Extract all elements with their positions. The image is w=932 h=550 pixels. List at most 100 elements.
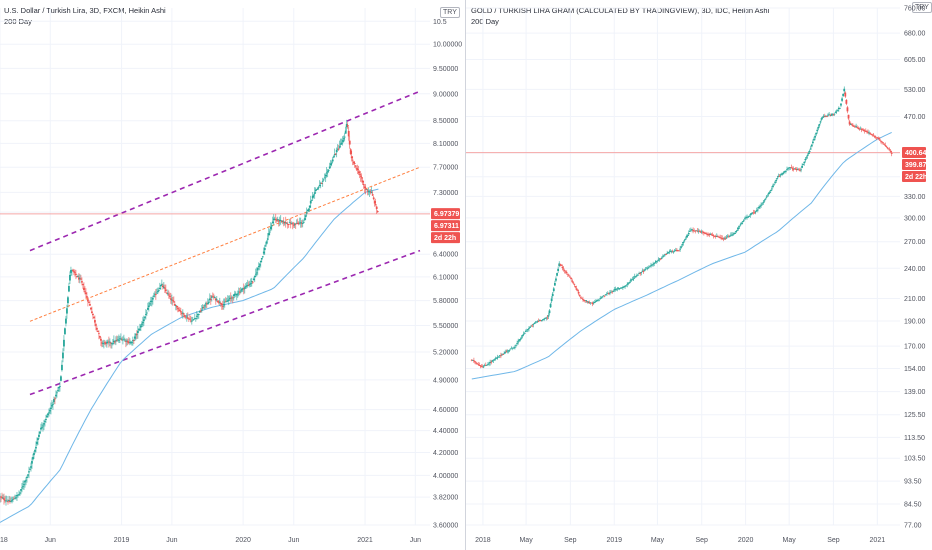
- candle-body: [490, 361, 493, 363]
- candle-body: [865, 131, 868, 133]
- candle-body: [880, 140, 882, 142]
- y-tick-label: 470.00: [904, 114, 926, 121]
- candle-body: [232, 294, 235, 297]
- candle-body: [751, 212, 754, 214]
- price-label: 6.97379: [434, 211, 459, 218]
- candle-body: [631, 279, 634, 281]
- candle-body: [577, 291, 580, 294]
- candle-body: [759, 206, 761, 207]
- candle-body: [755, 210, 758, 211]
- candle-body: [727, 236, 730, 238]
- candle-body: [561, 266, 564, 268]
- candle-body: [0, 496, 2, 498]
- candle-body: [872, 134, 875, 136]
- price-label: 2d 22h: [905, 174, 927, 181]
- candle-body: [22, 486, 24, 487]
- candle-body: [634, 276, 637, 278]
- candle-body: [307, 208, 310, 210]
- candle-body: [747, 216, 750, 218]
- candle-body: [10, 501, 12, 503]
- candle-body: [481, 366, 484, 368]
- candle-body: [741, 221, 744, 223]
- candle-body: [764, 198, 767, 200]
- candle-body: [873, 135, 876, 137]
- candle-body: [615, 288, 618, 290]
- candle-body: [831, 114, 834, 115]
- y-tick-label: 77.00: [904, 523, 922, 530]
- y-tick-label: 9.50000: [433, 66, 458, 73]
- candle-body: [576, 290, 579, 292]
- candle-body: [549, 304, 552, 308]
- price-label: 6.97311: [434, 223, 459, 230]
- candle-body: [248, 283, 251, 285]
- candle-body: [530, 325, 533, 327]
- candle-body: [43, 423, 45, 425]
- right-currency-badge[interactable]: TRY: [912, 2, 932, 13]
- candle-body: [306, 209, 309, 212]
- candle-body: [241, 287, 244, 289]
- y-tick-label: 93.50: [904, 479, 922, 486]
- candle-body: [246, 285, 249, 286]
- candle-body: [883, 143, 886, 145]
- candle-body: [869, 133, 872, 135]
- candle-body: [478, 364, 481, 366]
- candle-body: [188, 318, 191, 320]
- candle-body: [23, 484, 25, 486]
- candle-body: [150, 300, 153, 302]
- candle-body: [708, 234, 711, 236]
- left-currency-badge[interactable]: TRY: [440, 7, 460, 18]
- candle-body: [770, 188, 773, 190]
- candle-body: [212, 296, 215, 298]
- candle-body: [817, 126, 820, 129]
- candle-body: [128, 341, 131, 343]
- candle-body: [100, 338, 102, 341]
- candle-body: [8, 500, 10, 502]
- candle-body: [805, 157, 808, 159]
- x-tick-label: May: [519, 537, 533, 544]
- candle-body: [323, 177, 326, 179]
- candle-body: [3, 498, 5, 500]
- candle-body: [39, 431, 41, 434]
- candle-body: [856, 127, 859, 129]
- candle-body: [571, 280, 574, 282]
- y-tick-label: 4.60000: [433, 407, 458, 414]
- candle-body: [487, 364, 489, 365]
- candle-body: [808, 150, 811, 152]
- candle-body: [314, 189, 317, 192]
- price-label: 2d 22h: [434, 235, 456, 242]
- candle-body: [768, 191, 771, 193]
- price-label-box: [902, 170, 926, 182]
- x-tick-label: 2019: [606, 537, 622, 544]
- candle-body: [99, 336, 101, 338]
- candle-body: [83, 287, 85, 291]
- candle-body: [564, 271, 567, 273]
- candle-body: [692, 230, 694, 231]
- candle-body: [551, 293, 554, 297]
- candle-body: [867, 131, 869, 133]
- candle-body: [293, 223, 296, 225]
- candle-body: [589, 302, 592, 304]
- candle-body: [116, 339, 118, 341]
- candle-body: [20, 489, 22, 491]
- candle-body: [695, 230, 698, 232]
- candle-body: [602, 295, 605, 297]
- candle-body: [111, 343, 113, 345]
- candle-body: [208, 298, 211, 300]
- candle-body: [632, 277, 635, 279]
- candle-body: [322, 179, 325, 181]
- candle-body: [68, 286, 70, 292]
- candle-body: [523, 333, 526, 334]
- candle-body: [159, 285, 162, 287]
- candle-body: [650, 265, 652, 267]
- candle-body: [291, 223, 294, 225]
- candle-body: [646, 267, 649, 269]
- candle-body: [167, 294, 170, 296]
- candle-body: [344, 130, 347, 134]
- candle-body: [622, 287, 624, 288]
- candle-body: [169, 298, 172, 300]
- x-tick-label: 2021: [357, 537, 373, 544]
- candle-body: [477, 363, 480, 365]
- candle-body: [376, 211, 379, 213]
- candle-body: [816, 129, 819, 132]
- candle-body: [661, 256, 664, 258]
